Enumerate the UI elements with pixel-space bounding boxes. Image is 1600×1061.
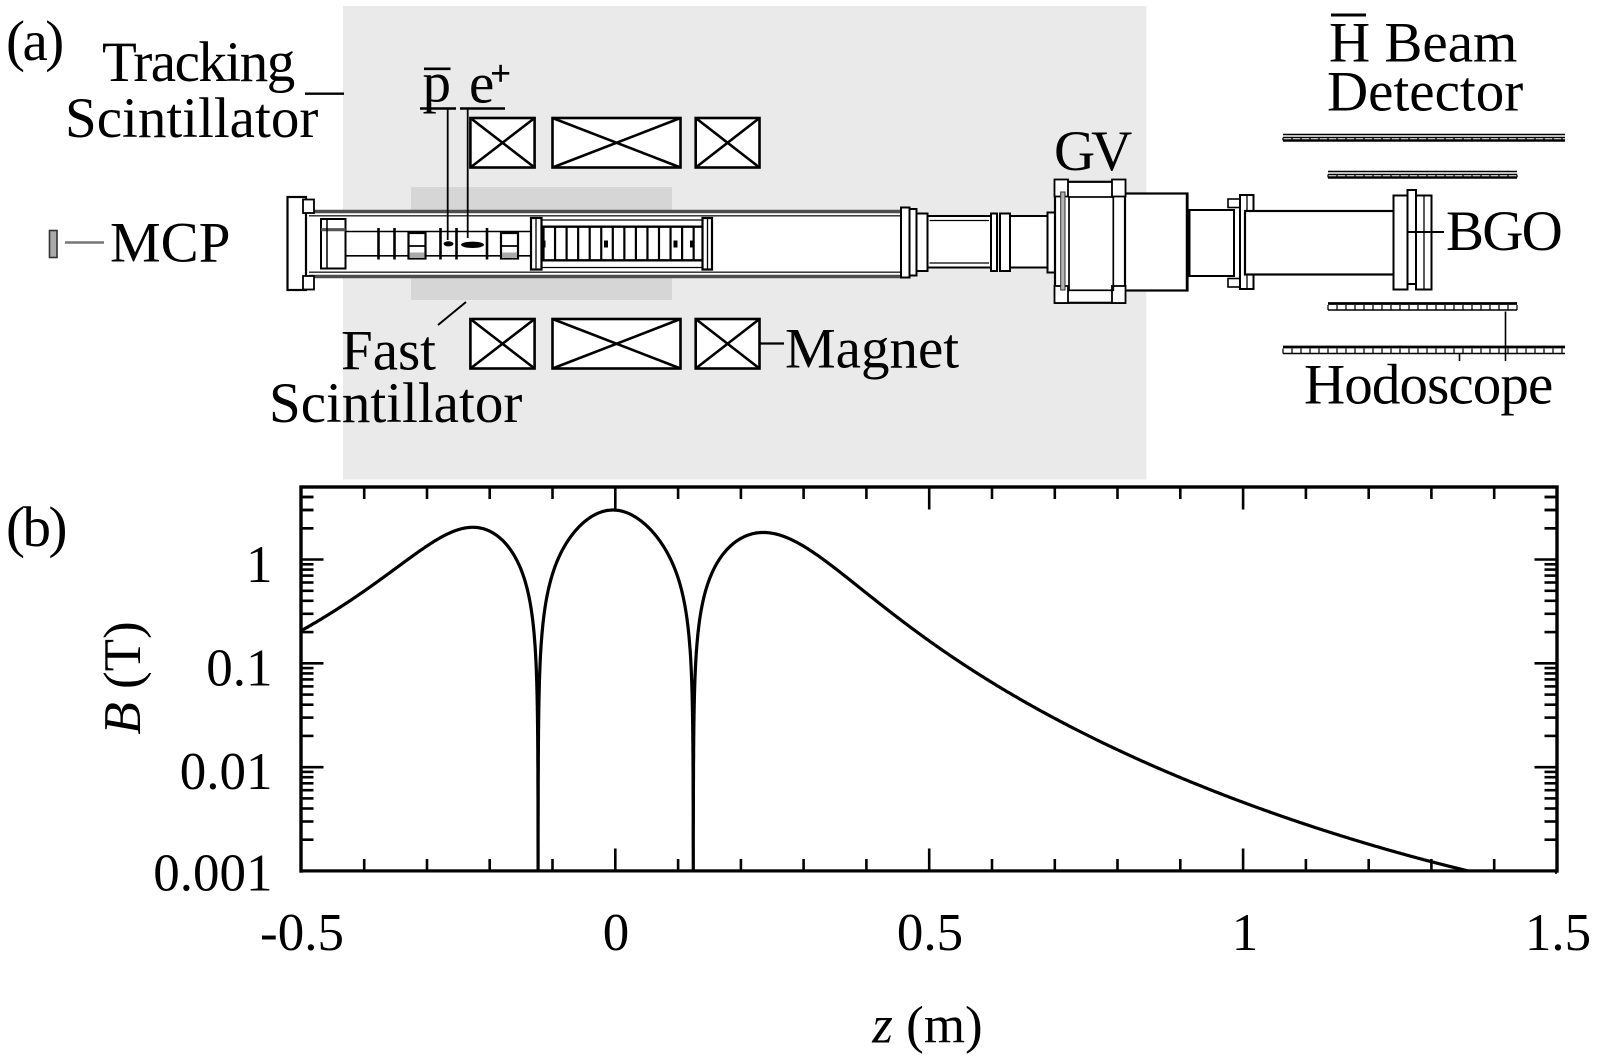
svg-text:1: 1 — [246, 536, 273, 594]
svg-text:e: e — [469, 53, 494, 116]
svg-text:p: p — [423, 52, 452, 115]
svg-text:0.01: 0.01 — [180, 743, 273, 801]
svg-text:Detector: Detector — [1327, 61, 1523, 124]
svg-text:Hodoscope: Hodoscope — [1304, 354, 1552, 417]
svg-text:0.5: 0.5 — [897, 904, 963, 962]
svg-text:0.001: 0.001 — [153, 845, 272, 903]
svg-text:-0.5: -0.5 — [260, 904, 344, 962]
svg-text:1: 1 — [1232, 904, 1259, 962]
svg-text:B (T): B (T) — [94, 621, 152, 734]
svg-text:z (m): z (m) — [871, 997, 982, 1055]
svg-text:Fast: Fast — [341, 320, 436, 383]
svg-text:BGO: BGO — [1446, 200, 1561, 263]
svg-text:Scintillator: Scintillator — [269, 372, 522, 435]
svg-text:GV: GV — [1054, 120, 1132, 183]
svg-text:MCP: MCP — [110, 212, 230, 275]
svg-text:0: 0 — [603, 904, 630, 962]
svg-text:Magnet: Magnet — [785, 318, 959, 381]
svg-text:(b): (b) — [6, 496, 65, 559]
svg-text:Tracking: Tracking — [102, 31, 295, 94]
svg-text:0.1: 0.1 — [206, 640, 272, 698]
svg-text:1.5: 1.5 — [1525, 904, 1591, 962]
svg-text:H Beam: H Beam — [1329, 12, 1517, 75]
svg-text:Scintillator: Scintillator — [65, 87, 318, 150]
svg-text:(a): (a) — [6, 10, 62, 73]
